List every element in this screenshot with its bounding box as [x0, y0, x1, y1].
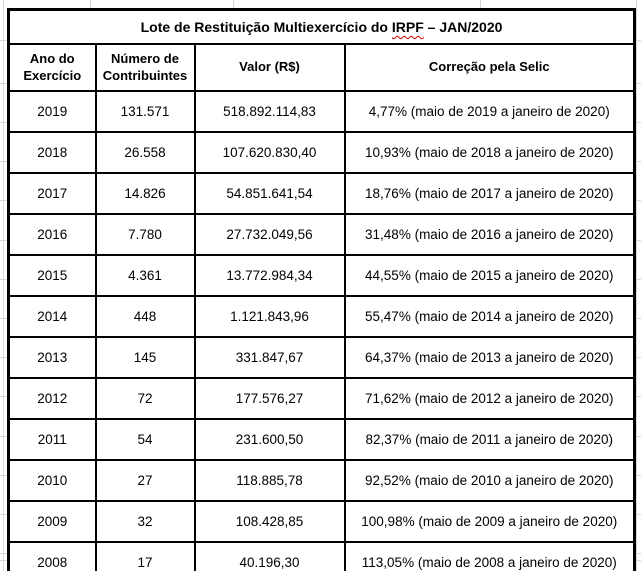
table-row: 2011 54 231.600,50 82,37% (maio de 2011 …	[7, 418, 636, 461]
column-header-correcao-selic: Correção pela Selic	[343, 43, 636, 92]
cell-contribuintes: 26.558	[94, 131, 196, 174]
cell-contribuintes: 72	[94, 377, 196, 420]
table-row: 2019 131.571 518.892.114,83 4,77% (maio …	[7, 90, 636, 133]
table-row: 2009 32 108.428,85 100,98% (maio de 2009…	[7, 500, 636, 543]
gridline	[3, 0, 4, 571]
cell-valor: 518.892.114,83	[193, 90, 346, 133]
table-row: 2015 4.361 13.772.984,34 44,55% (maio de…	[7, 254, 636, 297]
cell-ano: 2019	[7, 90, 97, 133]
cell-ano: 2008	[7, 541, 97, 571]
cell-contribuintes: 14.826	[94, 172, 196, 215]
cell-valor: 40.196,30	[193, 541, 346, 571]
cell-valor: 107.620.830,40	[193, 131, 346, 174]
cell-ano: 2009	[7, 500, 97, 543]
cell-ano: 2010	[7, 459, 97, 502]
cell-correcao: 55,47% (maio de 2014 a janeiro de 2020)	[343, 295, 636, 338]
cell-correcao: 4,77% (maio de 2019 a janeiro de 2020)	[343, 90, 636, 133]
cell-valor: 177.576,27	[193, 377, 346, 420]
cell-contribuintes: 17	[94, 541, 196, 571]
cell-correcao: 10,93% (maio de 2018 a janeiro de 2020)	[343, 131, 636, 174]
cell-contribuintes: 32	[94, 500, 196, 543]
cell-correcao: 18,76% (maio de 2017 a janeiro de 2020)	[343, 172, 636, 215]
cell-contribuintes: 145	[94, 336, 196, 379]
table-row: 2010 27 118.885,78 92,52% (maio de 2010 …	[7, 459, 636, 502]
spellcheck-word: IRPF	[391, 19, 424, 35]
cell-valor: 27.732.049,56	[193, 213, 346, 256]
cell-valor: 118.885,78	[193, 459, 346, 502]
cell-contribuintes: 4.361	[94, 254, 196, 297]
cell-contribuintes: 7.780	[94, 213, 196, 256]
cell-ano: 2012	[7, 377, 97, 420]
table-row: 2016 7.780 27.732.049,56 31,48% (maio de…	[7, 213, 636, 256]
cell-ano: 2018	[7, 131, 97, 174]
table-row: 2014 448 1.121.843,96 55,47% (maio de 20…	[7, 295, 636, 338]
cell-correcao: 100,98% (maio de 2009 a janeiro de 2020)	[343, 500, 636, 543]
table-title-suffix: – JAN/2020	[423, 19, 503, 35]
cell-valor: 1.121.843,96	[193, 295, 346, 338]
cell-correcao: 44,55% (maio de 2015 a janeiro de 2020)	[343, 254, 636, 297]
table-title-prefix: Lote de Restituição Multiexercício do	[140, 19, 392, 35]
table-title-row: Lote de Restituição Multiexercício do IR…	[7, 8, 636, 45]
gridline	[636, 0, 637, 571]
table-row: 2008 17 40.196,30 113,05% (maio de 2008 …	[7, 541, 636, 571]
restitution-table: Lote de Restituição Multiexercício do IR…	[7, 8, 636, 571]
cell-correcao: 82,37% (maio de 2011 a janeiro de 2020)	[343, 418, 636, 461]
cell-valor: 54.851.641,54	[193, 172, 346, 215]
column-header-valor: Valor (R$)	[193, 43, 346, 92]
column-header-numero-contribuintes: Número de Contribuintes	[94, 43, 196, 92]
cell-correcao: 92,52% (maio de 2010 a janeiro de 2020)	[343, 459, 636, 502]
cell-correcao: 31,48% (maio de 2016 a janeiro de 2020)	[343, 213, 636, 256]
cell-valor: 108.428,85	[193, 500, 346, 543]
cell-valor: 13.772.984,34	[193, 254, 346, 297]
cell-ano: 2017	[7, 172, 97, 215]
column-header-ano-exercicio: Ano do Exercício	[7, 43, 97, 92]
cell-contribuintes: 54	[94, 418, 196, 461]
cell-ano: 2014	[7, 295, 97, 338]
cell-valor: 331.847,67	[193, 336, 346, 379]
cell-contribuintes: 448	[94, 295, 196, 338]
table-row: 2017 14.826 54.851.641,54 18,76% (maio d…	[7, 172, 636, 215]
cell-ano: 2015	[7, 254, 97, 297]
cell-ano: 2016	[7, 213, 97, 256]
cell-correcao: 64,37% (maio de 2013 a janeiro de 2020)	[343, 336, 636, 379]
cell-ano: 2011	[7, 418, 97, 461]
cell-correcao: 113,05% (maio de 2008 a janeiro de 2020)	[343, 541, 636, 571]
cell-contribuintes: 131.571	[94, 90, 196, 133]
table-row: 2012 72 177.576,27 71,62% (maio de 2012 …	[7, 377, 636, 420]
cell-correcao: 71,62% (maio de 2012 a janeiro de 2020)	[343, 377, 636, 420]
cell-ano: 2013	[7, 336, 97, 379]
cell-valor: 231.600,50	[193, 418, 346, 461]
table-row: 2018 26.558 107.620.830,40 10,93% (maio …	[7, 131, 636, 174]
table-row: 2013 145 331.847,67 64,37% (maio de 2013…	[7, 336, 636, 379]
table-title: Lote de Restituição Multiexercício do IR…	[7, 8, 636, 45]
table-header-row: Ano do Exercício Número de Contribuintes…	[7, 43, 636, 92]
cell-contribuintes: 27	[94, 459, 196, 502]
